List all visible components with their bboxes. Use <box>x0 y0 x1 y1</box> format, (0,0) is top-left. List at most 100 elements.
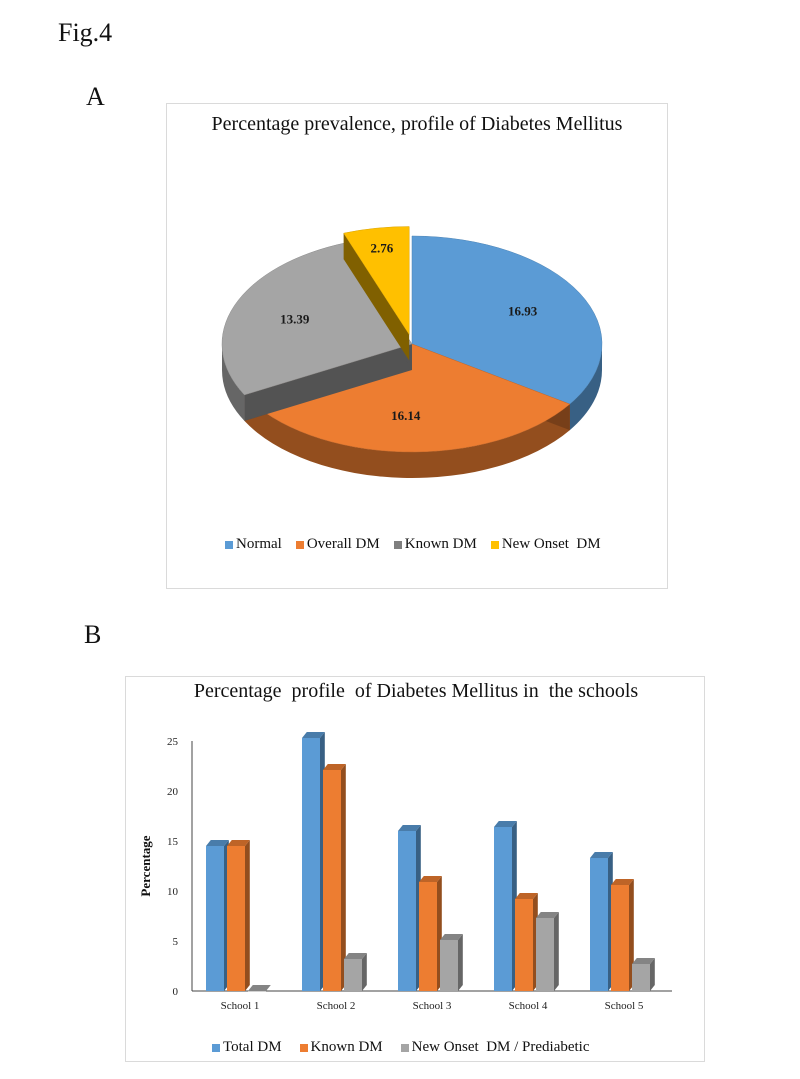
pie-value-label-known-dm: 13.39 <box>280 312 310 327</box>
y-tick-label-3: 15 <box>167 836 179 848</box>
bar-2-5 <box>611 879 634 991</box>
legend-item-normal: Normal <box>225 536 282 553</box>
legend-label-normal: Normal <box>236 536 282 552</box>
bar-1-4 <box>494 821 517 991</box>
bar-top-2-3 <box>419 876 442 882</box>
legend-item-total-dm: Total DM <box>212 1039 282 1056</box>
panel-a-letter: A <box>86 82 105 111</box>
legend-swatch-new-onset-prediabetic <box>400 1043 409 1052</box>
legend-swatch-known-dm <box>393 540 402 549</box>
bar-top-3-3 <box>440 934 463 940</box>
bar-3-3 <box>440 934 463 991</box>
legend-swatch-new-onset-dm <box>490 540 499 549</box>
pie-legend: Normal Overall DM Known DM New Onset DM <box>225 536 601 553</box>
legend-item-known-dm: Known DM <box>393 536 477 553</box>
bar-chart: 0 5 10 15 20 25 Percentage School 1 School 2 Scho… <box>138 732 672 1012</box>
bar-top-2-5 <box>611 879 634 885</box>
bar-top-3-5 <box>632 958 655 964</box>
bar-top-3-4 <box>536 912 559 918</box>
bar-front-1-3 <box>398 831 416 991</box>
bar-front-1-1 <box>206 846 224 991</box>
legend-item-known-dm-b: Known DM <box>299 1039 383 1056</box>
pie-value-label-normal: 16.93 <box>508 303 538 318</box>
legend-label-known-dm-b: Known DM <box>310 1039 383 1055</box>
pie-chart-panel: Percentage prevalence, profile of Diabet… <box>166 103 668 589</box>
legend-item-overall-dm: Overall DM <box>295 536 380 553</box>
bar-1-5 <box>590 852 613 991</box>
legend-label-new-onset-prediabetic: New Onset DM / Prediabetic <box>411 1039 590 1055</box>
legend-label-new-onset-dm: New Onset DM <box>501 536 601 552</box>
bar-1-1 <box>206 840 229 991</box>
bar-front-3-3 <box>440 940 458 991</box>
y-tick-label-0: 0 <box>173 986 179 998</box>
legend-swatch-total-dm <box>212 1043 220 1052</box>
bar-chart-title: Percentage profile of Diabetes Mellitus … <box>193 680 639 702</box>
bar-front-2-2 <box>323 770 341 991</box>
bar-front-3-5 <box>632 964 650 991</box>
bar-top-1-5 <box>590 852 613 858</box>
bar-2-3 <box>419 876 442 991</box>
bar-front-1-4 <box>494 827 512 991</box>
bar-2-4 <box>515 893 538 991</box>
pie-slice-cut-known-dm-0 <box>244 344 412 421</box>
x-tick-label-4: School 4 <box>509 1000 548 1012</box>
bar-front-1-2 <box>302 738 320 991</box>
bar-front-2-1 <box>227 846 245 991</box>
bar-3-5 <box>632 958 655 991</box>
panel-b-letter: B <box>84 620 102 649</box>
bar-top-1-3 <box>398 825 421 831</box>
bar-chart-panel: Percentage profile of Diabetes Mellitus … <box>125 676 705 1062</box>
legend-label-known-dm: Known DM <box>404 536 477 552</box>
pie-chart: 16.93 16.14 13.39 2.76 <box>221 226 603 478</box>
bar-side-3-3 <box>458 934 463 991</box>
x-tick-label-1: School 1 <box>221 1000 260 1012</box>
bar-legend: Total DM Known DM New Onset DM / Prediab… <box>212 1039 590 1056</box>
bar-front-1-5 <box>590 858 608 991</box>
y-tick-label-5: 25 <box>167 736 179 748</box>
bar-top-3-2 <box>344 953 367 959</box>
legend-item-new-onset-prediabetic: New Onset DM / Prediabetic <box>400 1039 590 1056</box>
legend-swatch-normal <box>225 540 233 549</box>
bar-top-3-1 <box>248 985 271 991</box>
pie-slice-new-onset-dm <box>343 226 410 361</box>
y-axis-title: Percentage <box>138 835 153 896</box>
legend-label-total-dm: Total DM <box>223 1039 282 1055</box>
bar-1-2 <box>302 732 325 991</box>
bar-top-1-4 <box>494 821 517 827</box>
x-tick-label-2: School 2 <box>317 1000 356 1012</box>
bar-front-2-5 <box>611 885 629 991</box>
bar-side-3-2 <box>362 953 367 991</box>
bar-top-2-1 <box>227 840 250 846</box>
bar-front-2-3 <box>419 882 437 991</box>
bar-1-3 <box>398 825 421 991</box>
bar-3-1 <box>248 985 271 992</box>
bar-top-1-2 <box>302 732 325 738</box>
pie-slice-side-normal <box>569 344 602 431</box>
bar-front-3-1 <box>248 991 266 992</box>
x-tick-label-3: School 3 <box>413 1000 452 1012</box>
legend-swatch-known-dm-b <box>299 1043 308 1052</box>
bar-front-3-4 <box>536 918 554 991</box>
pie-value-label-new-onset-dm: 2.76 <box>371 240 394 255</box>
bar-top-2-2 <box>323 764 346 770</box>
pie-value-label-overall-dm: 16.14 <box>391 408 421 423</box>
bar-side-2-2 <box>341 764 346 991</box>
y-tick-label-2: 10 <box>167 886 179 898</box>
bar-2-2 <box>323 764 346 991</box>
y-tick-label-4: 20 <box>167 786 179 798</box>
bar-top-1-1 <box>206 840 229 846</box>
bar-3-2 <box>344 953 367 991</box>
pie-slice-side-overall-dm <box>244 394 570 478</box>
x-tick-label-5: School 5 <box>605 1000 644 1012</box>
legend-swatch-overall-dm <box>295 540 304 549</box>
bar-front-3-2 <box>344 959 362 991</box>
bar-side-2-1 <box>245 840 250 991</box>
bar-side-3-4 <box>554 912 559 991</box>
bar-top-2-4 <box>515 893 538 899</box>
pie-slice-side-known-dm <box>222 344 245 421</box>
pie-slice-cut-new-onset-dm-0 <box>343 233 410 361</box>
bar-2-1 <box>227 840 250 991</box>
legend-label-overall-dm: Overall DM <box>306 536 380 552</box>
figure-label: Fig.4 <box>58 18 113 47</box>
bar-front-2-4 <box>515 899 533 991</box>
